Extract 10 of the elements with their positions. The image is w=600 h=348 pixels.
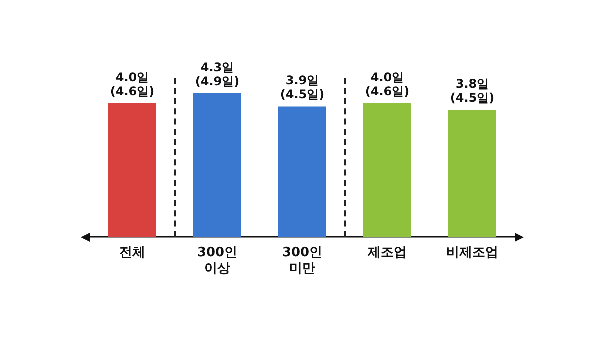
data-label: 3.8일 (4.5일) xyxy=(450,77,495,106)
data-label: 4.3일 (4.9일) xyxy=(195,60,240,88)
x-tick-label: 전체 xyxy=(120,246,146,260)
x-tick-label: 비제조업 xyxy=(446,246,498,260)
data-label: 3.9일 (4.5일) xyxy=(280,74,325,102)
x-tick-label: 300인 이상 xyxy=(197,246,238,276)
data-label: 4.0일 (4.6일) xyxy=(110,70,155,98)
data-label: 4.0일 (4.6일) xyxy=(365,70,410,98)
x-tick-label: 제조업 xyxy=(367,246,407,260)
x-tick-label: 300인 미만 xyxy=(282,246,323,276)
